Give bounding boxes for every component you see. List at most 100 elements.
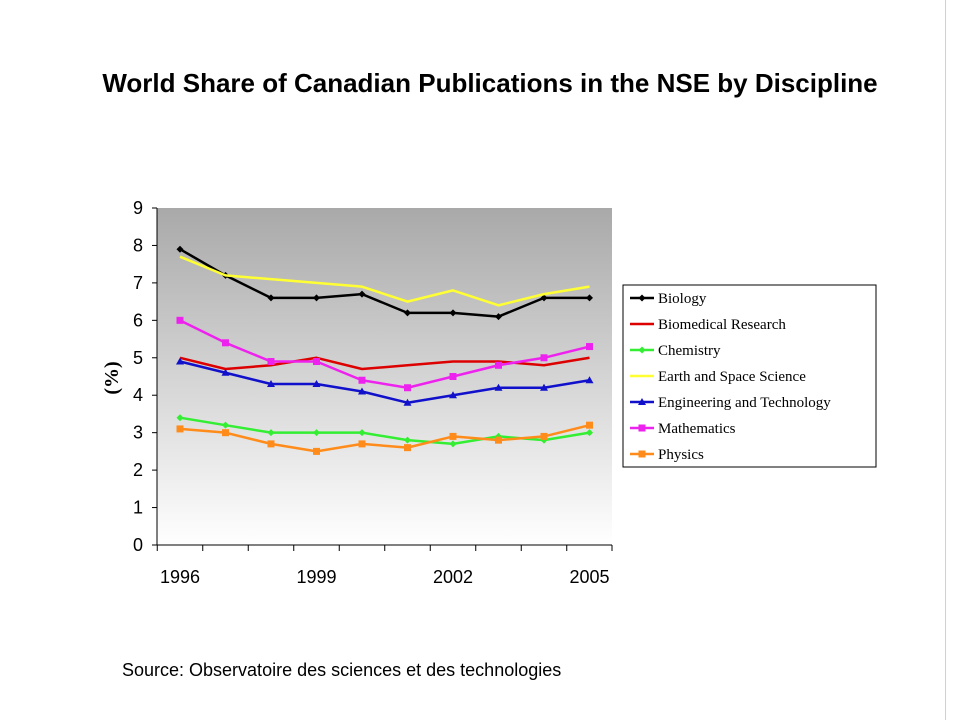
- y-tick-label: 9: [133, 198, 143, 218]
- data-point-mathematics: [404, 384, 411, 392]
- data-point-engineering-and-technology: [267, 379, 275, 387]
- axes: 0 1 2 3 4 5 6 7 8 9 1996 1999 2002 2005: [133, 198, 613, 587]
- x-tick-label: 1999: [296, 567, 336, 587]
- data-point-biology: [358, 290, 366, 298]
- legend-item-biology: Biology: [630, 291, 707, 307]
- slide-edge-line: [945, 0, 946, 720]
- data-point-engineering-and-technology: [540, 383, 548, 391]
- y-tick-label: 2: [133, 460, 143, 480]
- legend-item-biomedical-research: Biomedical Research: [630, 317, 786, 333]
- data-point-chemistry: [176, 414, 184, 422]
- legend-marker: [638, 398, 646, 405]
- series-layer: [176, 245, 594, 455]
- series-mathematics: [176, 316, 593, 392]
- data-point-mathematics: [358, 376, 366, 384]
- legend-item-earth-and-space-science: Earth and Space Science: [630, 369, 806, 385]
- legend-label: Biomedical Research: [658, 317, 786, 333]
- data-point-engineering-and-technology: [358, 387, 366, 395]
- data-point-mathematics: [586, 343, 593, 351]
- data-point-physics: [267, 440, 275, 448]
- legend-label: Earth and Space Science: [658, 369, 806, 385]
- data-point-mathematics: [222, 339, 229, 347]
- legend-item-engineering-and-technology: Engineering and Technology: [630, 395, 831, 411]
- legend-item-chemistry: Chemistry: [630, 343, 721, 359]
- data-point-mathematics: [313, 358, 320, 366]
- data-point-mathematics: [267, 358, 275, 366]
- x-tick-label: 2002: [433, 567, 473, 587]
- source-note: Source: Observatoire des sciences et des…: [122, 660, 562, 680]
- data-point-biology: [404, 309, 411, 317]
- series-line-biology: [179, 248, 590, 318]
- y-tick-label: 0: [133, 535, 143, 555]
- x-tick-label: 2005: [569, 567, 609, 587]
- series-line-mathematics: [179, 319, 590, 389]
- legend-marker: [638, 450, 646, 458]
- series-line-biomedical-research: [179, 356, 590, 371]
- legend-marker: [638, 346, 646, 354]
- legend-item-physics: Physics: [630, 447, 704, 463]
- data-point-engineering-and-technology: [221, 368, 230, 376]
- legend-marker: [638, 424, 646, 432]
- series-earth-and-space-science: [179, 255, 590, 307]
- data-point-biology: [495, 313, 502, 321]
- data-point-chemistry: [358, 429, 366, 437]
- legend-marker: [638, 294, 646, 302]
- data-point-physics: [495, 436, 502, 444]
- data-point-biology: [586, 294, 593, 302]
- data-point-engineering-and-technology: [176, 357, 184, 365]
- series-engineering-and-technology: [176, 357, 594, 406]
- data-point-chemistry: [267, 429, 275, 437]
- data-point-chemistry: [449, 440, 457, 448]
- data-point-chemistry: [586, 429, 593, 437]
- data-point-physics: [358, 440, 366, 448]
- y-tick-label: 8: [133, 235, 143, 255]
- data-point-chemistry: [404, 436, 411, 444]
- data-point-mathematics: [495, 361, 502, 369]
- data-point-chemistry: [222, 421, 229, 429]
- data-point-engineering-and-technology: [312, 379, 321, 387]
- data-point-biology: [176, 245, 184, 253]
- legend-item-mathematics: Mathematics: [630, 421, 736, 437]
- series-line-physics: [179, 423, 590, 453]
- y-tick-label: 5: [133, 348, 143, 368]
- plot-area: [157, 208, 612, 545]
- series-biomedical-research: [179, 356, 590, 371]
- y-tick-label: 4: [133, 385, 143, 405]
- legend-label: Chemistry: [658, 343, 721, 359]
- data-point-mathematics: [176, 316, 184, 324]
- data-point-physics: [540, 432, 548, 440]
- legend-label: Mathematics: [658, 421, 736, 437]
- legend-box: [622, 284, 877, 468]
- data-point-physics: [449, 432, 457, 440]
- y-tick-label: 3: [133, 423, 143, 443]
- data-point-physics: [222, 429, 229, 437]
- series-line-earth-and-space-science: [179, 255, 590, 307]
- data-point-biology: [313, 294, 320, 302]
- legend-label: Biology: [658, 291, 707, 307]
- legend: Biology Biomedical Research Chemistry Earth…: [622, 284, 877, 468]
- y-tick-label: 6: [133, 310, 143, 330]
- data-point-biology: [449, 309, 457, 317]
- data-point-engineering-and-technology: [403, 398, 412, 406]
- data-point-biology: [540, 294, 548, 302]
- data-point-engineering-and-technology: [449, 391, 457, 399]
- y-tick-label: 1: [133, 498, 143, 518]
- data-point-mathematics: [449, 373, 457, 380]
- data-point-physics: [176, 425, 184, 433]
- y-axis-label: (%): [101, 361, 123, 394]
- data-point-chemistry: [313, 429, 320, 437]
- legend-label: Engineering and Technology: [658, 395, 831, 411]
- series-physics: [176, 421, 593, 455]
- data-point-physics: [313, 447, 320, 455]
- x-tick-label: 1996: [160, 567, 200, 587]
- data-point-engineering-and-technology: [585, 376, 594, 384]
- chart-title: World Share of Canadian Publications in …: [102, 68, 878, 98]
- series-biology: [176, 245, 593, 321]
- data-point-physics: [586, 421, 593, 429]
- legend-label: Physics: [658, 447, 704, 463]
- data-point-mathematics: [540, 354, 548, 362]
- data-point-engineering-and-technology: [494, 383, 503, 391]
- y-tick-label: 7: [133, 273, 143, 293]
- data-point-biology: [267, 294, 275, 302]
